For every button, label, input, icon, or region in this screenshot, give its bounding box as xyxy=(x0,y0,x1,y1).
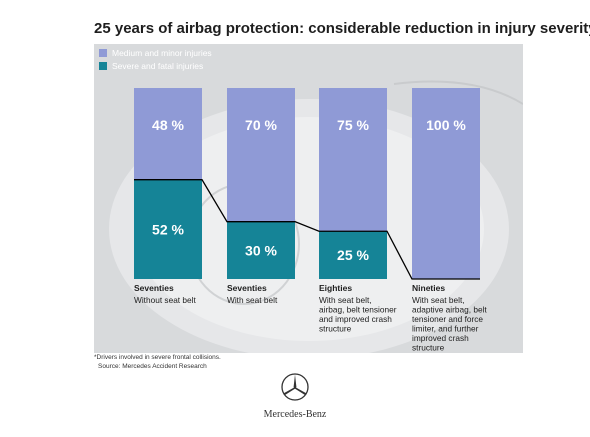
brand-block: Mercedes-Benz xyxy=(0,372,590,420)
bar-severe-fatal-0 xyxy=(134,179,202,279)
chart-svg: 48 % 52 % 70 % 30 % 75 % 25 % 100 % Seventies W… xyxy=(94,44,523,353)
footnote-line-1: *Drivers involved in severe frontal coll… xyxy=(94,354,221,361)
category-label-2: Eighties xyxy=(319,283,352,293)
legend-label-severe-fatal: Severe and fatal injuries xyxy=(112,61,204,71)
category-note-1: With seat belt xyxy=(227,295,278,305)
value-label-medium-minor-2: 75 % xyxy=(337,117,369,133)
legend-item-severe-fatal: Severe and fatal injuries xyxy=(99,60,203,72)
value-label-medium-minor-0: 48 % xyxy=(152,117,184,133)
bar-medium-minor-2 xyxy=(319,88,387,232)
bar-medium-minor-0 xyxy=(134,88,202,180)
bars-group: 48 % 52 % 70 % 30 % 75 % 25 % 100 % xyxy=(134,88,480,279)
chart-title: 25 years of airbag protection: considera… xyxy=(94,20,590,37)
bar-medium-minor-1 xyxy=(227,88,295,222)
category-note-0: Without seat belt xyxy=(134,295,196,305)
category-label-0: Seventies xyxy=(134,283,174,293)
brand-name: Mercedes-Benz xyxy=(263,409,327,420)
mercedes-star-icon xyxy=(281,373,309,401)
value-label-severe-fatal-2: 25 % xyxy=(337,247,369,263)
severity-divider-line xyxy=(134,179,480,280)
category-note-2: With seat belt, airbag, belt tensioner and… xyxy=(319,295,397,334)
category-label-3: Nineties xyxy=(412,283,445,293)
chart-panel: 48 % 52 % 70 % 30 % 75 % 25 % 100 % Seventies W… xyxy=(94,44,523,353)
category-labels-group: Seventies Without seat belt Seventies With … xyxy=(134,283,487,353)
bar-medium-minor-3 xyxy=(412,88,480,279)
value-label-medium-minor-1: 70 % xyxy=(245,117,277,133)
footnote-source: Source: Mercedes Accident Research xyxy=(98,362,207,370)
legend-label-medium-minor: Medium and minor injuries xyxy=(112,48,212,58)
legend-item-medium-minor: Medium and minor injuries xyxy=(99,47,212,59)
bar-severe-fatal-1 xyxy=(227,221,295,279)
category-note-3: With seat belt, adaptive airbag, belt tens… xyxy=(412,295,487,353)
bar-severe-fatal-2 xyxy=(319,231,387,279)
category-label-1: Seventies xyxy=(227,283,267,293)
value-label-medium-minor-3: 100 % xyxy=(426,117,466,133)
footnote: *Drivers involved in severe frontal coll… xyxy=(94,354,221,371)
legend-swatch-medium-minor xyxy=(99,49,107,57)
value-label-severe-fatal-1: 30 % xyxy=(245,242,277,258)
legend-swatch-severe-fatal xyxy=(99,62,107,70)
value-label-severe-fatal-0: 52 % xyxy=(152,221,184,237)
